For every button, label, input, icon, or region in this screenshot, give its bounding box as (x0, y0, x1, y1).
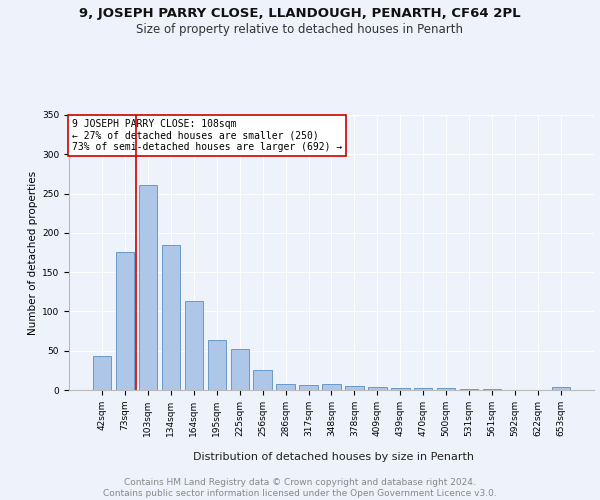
Bar (437, 388, 455, 390)
Bar (185, 301, 203, 390)
Bar (139, 185, 157, 390)
Bar (230, 349, 249, 390)
Bar (208, 340, 226, 390)
Text: 9 JOSEPH PARRY CLOSE: 108sqm
← 27% of detached houses are smaller (250)
73% of s: 9 JOSEPH PARRY CLOSE: 108sqm ← 27% of de… (71, 119, 342, 152)
Bar (460, 389, 478, 390)
Bar (322, 384, 341, 390)
Bar (552, 387, 570, 390)
Bar (253, 370, 272, 390)
Text: 9, JOSEPH PARRY CLOSE, LLANDOUGH, PENARTH, CF64 2PL: 9, JOSEPH PARRY CLOSE, LLANDOUGH, PENART… (79, 8, 521, 20)
Bar (483, 389, 501, 390)
Text: Size of property relative to detached houses in Penarth: Size of property relative to detached ho… (137, 22, 464, 36)
Bar (368, 387, 386, 390)
Bar (162, 246, 180, 390)
Bar (414, 388, 433, 390)
Bar (277, 384, 295, 390)
Bar (116, 252, 134, 390)
Bar (93, 356, 111, 390)
Text: Contains HM Land Registry data © Crown copyright and database right 2024.
Contai: Contains HM Land Registry data © Crown c… (103, 478, 497, 498)
Bar (299, 384, 318, 390)
Bar (345, 386, 364, 390)
Text: Distribution of detached houses by size in Penarth: Distribution of detached houses by size … (193, 452, 473, 462)
Bar (391, 388, 410, 390)
Y-axis label: Number of detached properties: Number of detached properties (28, 170, 38, 334)
